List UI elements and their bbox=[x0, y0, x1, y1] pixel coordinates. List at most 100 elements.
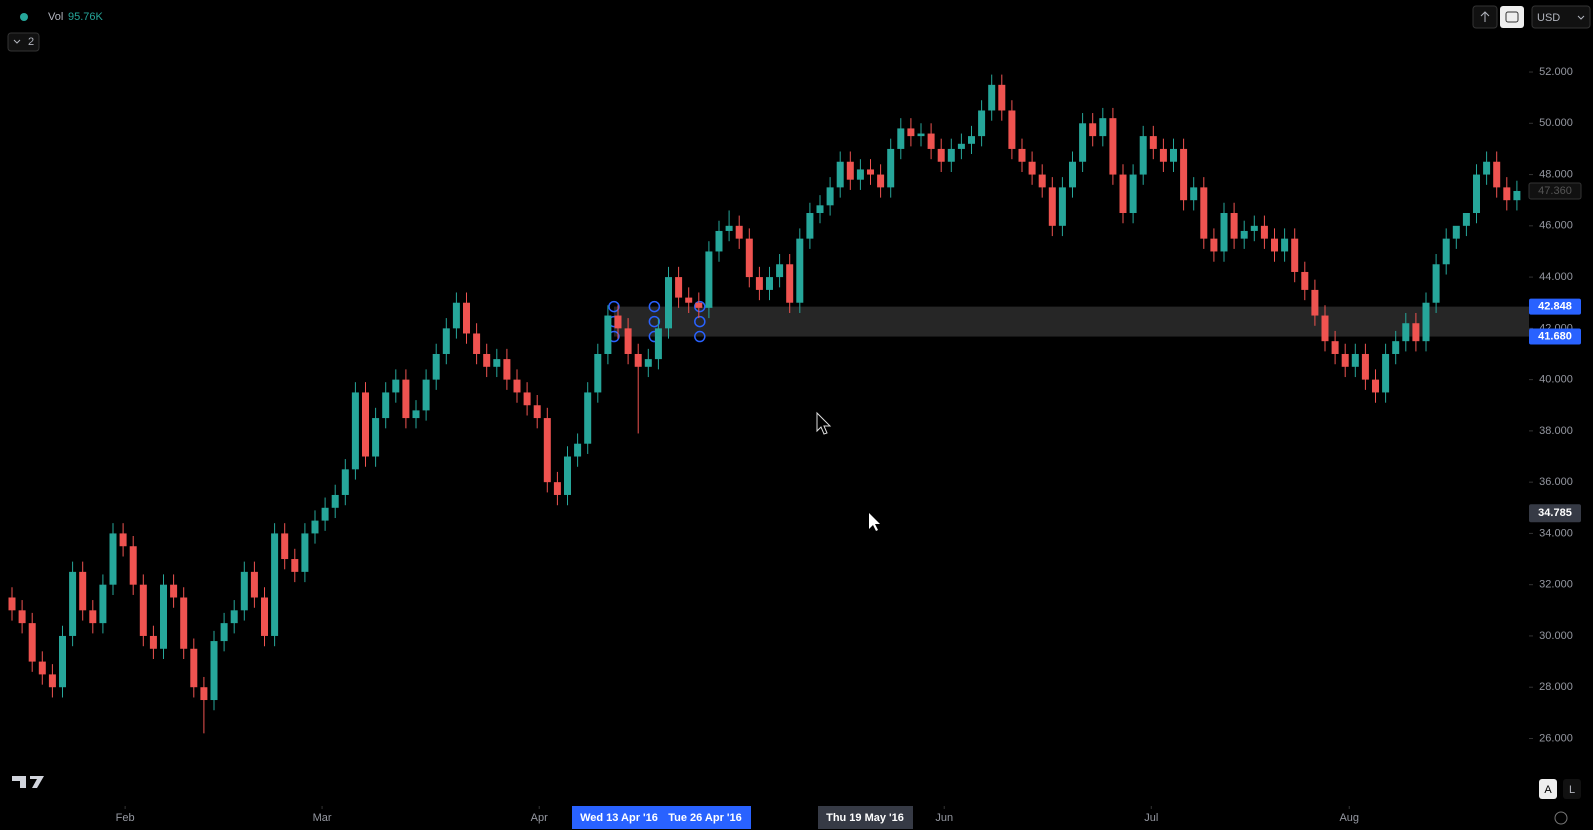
candle-body bbox=[1301, 271, 1309, 290]
zone-handle bbox=[608, 300, 620, 313]
y-tick-label: 38.000 bbox=[1539, 425, 1573, 437]
zone-layer bbox=[608, 300, 1529, 343]
candle-body bbox=[887, 148, 895, 188]
x-tick-label: Apr bbox=[531, 812, 548, 824]
candle-body bbox=[947, 148, 955, 162]
auto-scale-label: A bbox=[1544, 784, 1552, 796]
volume-value: 95.76K bbox=[68, 11, 104, 23]
candle-body bbox=[372, 418, 380, 457]
candle-body bbox=[1190, 187, 1198, 201]
candle-body bbox=[1513, 190, 1521, 201]
candle-body bbox=[382, 392, 390, 419]
candle-body bbox=[1008, 110, 1016, 149]
candle-body bbox=[452, 302, 460, 329]
candle-body bbox=[483, 353, 491, 367]
candle-body bbox=[1493, 161, 1501, 188]
currency-select[interactable] bbox=[1531, 5, 1591, 29]
candle-body bbox=[1139, 136, 1147, 175]
candle-body bbox=[826, 187, 834, 206]
candle-body bbox=[129, 546, 137, 585]
candle-body bbox=[240, 571, 248, 611]
candle-body bbox=[1018, 148, 1026, 162]
candle-body bbox=[69, 571, 77, 636]
candle-body bbox=[1149, 136, 1157, 149]
zone-handle bbox=[694, 315, 706, 328]
candle-body bbox=[715, 230, 723, 252]
candle-body bbox=[291, 559, 299, 572]
zone-price-tag bbox=[1529, 328, 1581, 345]
candle-body bbox=[1119, 174, 1127, 214]
candle-body bbox=[38, 661, 46, 675]
candles bbox=[8, 74, 1521, 734]
range-date-end: Tue 26 Apr '16 bbox=[668, 812, 742, 824]
pane-count: 2 bbox=[28, 36, 34, 48]
y-tick-label: 46.000 bbox=[1539, 220, 1573, 232]
candle-body bbox=[180, 597, 188, 649]
candle-body bbox=[856, 169, 864, 180]
candle-body bbox=[1372, 379, 1379, 393]
candle-body bbox=[1210, 238, 1218, 252]
candle-body bbox=[59, 635, 66, 688]
x-tick-label: Feb bbox=[116, 812, 135, 824]
settings-icon[interactable] bbox=[1554, 811, 1568, 825]
candle-body bbox=[1503, 187, 1511, 201]
y-tick-label: 30.000 bbox=[1539, 630, 1573, 642]
candle-body bbox=[1230, 213, 1238, 239]
zone-handle bbox=[694, 330, 706, 343]
candle-body bbox=[250, 571, 258, 598]
candle-body bbox=[331, 494, 339, 508]
cursor bbox=[816, 411, 832, 435]
candle-body bbox=[1402, 323, 1410, 342]
candle-body bbox=[351, 392, 359, 470]
logo bbox=[12, 776, 44, 788]
candle-body bbox=[1351, 353, 1359, 367]
candle-body bbox=[432, 353, 440, 380]
candle-body bbox=[301, 533, 309, 572]
y-tick-label: 40.000 bbox=[1539, 374, 1573, 386]
candle-body bbox=[281, 533, 289, 560]
currency: USD bbox=[1537, 12, 1560, 24]
candle-body bbox=[412, 410, 420, 419]
candle-body bbox=[1159, 148, 1167, 162]
x-tick-label: Aug bbox=[1339, 812, 1359, 824]
candle-body bbox=[543, 418, 551, 483]
candle-body bbox=[1412, 323, 1420, 342]
pane-toggle[interactable] bbox=[7, 32, 40, 52]
candle-body bbox=[1483, 161, 1491, 175]
candle-body bbox=[210, 641, 218, 701]
auto-scale-button[interactable] bbox=[1539, 779, 1557, 799]
candle-body bbox=[776, 264, 784, 278]
price-axis: 26.000 28.000 30.000 32.000 34.000 36.000 38.0… bbox=[116, 66, 1582, 824]
candle-body bbox=[1069, 161, 1076, 188]
y-tick-label: 36.000 bbox=[1539, 476, 1573, 488]
candle-body bbox=[614, 315, 622, 329]
candle-body bbox=[766, 277, 773, 290]
x-tick-label: Mar bbox=[313, 812, 332, 824]
candle-body bbox=[473, 333, 481, 354]
sync-button[interactable] bbox=[1500, 6, 1524, 28]
candle-body bbox=[1240, 230, 1248, 239]
candle-body bbox=[1271, 238, 1278, 252]
candle-body bbox=[564, 456, 571, 495]
candle-body bbox=[654, 328, 662, 360]
candle-body bbox=[1382, 353, 1390, 393]
candle-body bbox=[513, 379, 521, 393]
candle-body bbox=[806, 213, 814, 239]
candle-body bbox=[190, 648, 198, 688]
zone-handle bbox=[648, 300, 661, 313]
candle-body bbox=[392, 379, 400, 393]
candle-body bbox=[321, 507, 329, 521]
chevron bbox=[13, 39, 21, 44]
candle-body bbox=[1432, 264, 1440, 303]
crosshair-price-tag bbox=[1529, 504, 1581, 523]
log-scale-button[interactable] bbox=[1563, 779, 1581, 799]
candle-body bbox=[119, 533, 127, 547]
candle-body bbox=[1028, 161, 1036, 175]
y-tick-label: 48.000 bbox=[1539, 168, 1573, 180]
x-tick-label: Jul bbox=[1144, 812, 1158, 824]
candle-body bbox=[998, 84, 1006, 111]
candle-body bbox=[1361, 353, 1369, 380]
candle-body bbox=[311, 520, 319, 534]
candle-body bbox=[594, 353, 602, 393]
